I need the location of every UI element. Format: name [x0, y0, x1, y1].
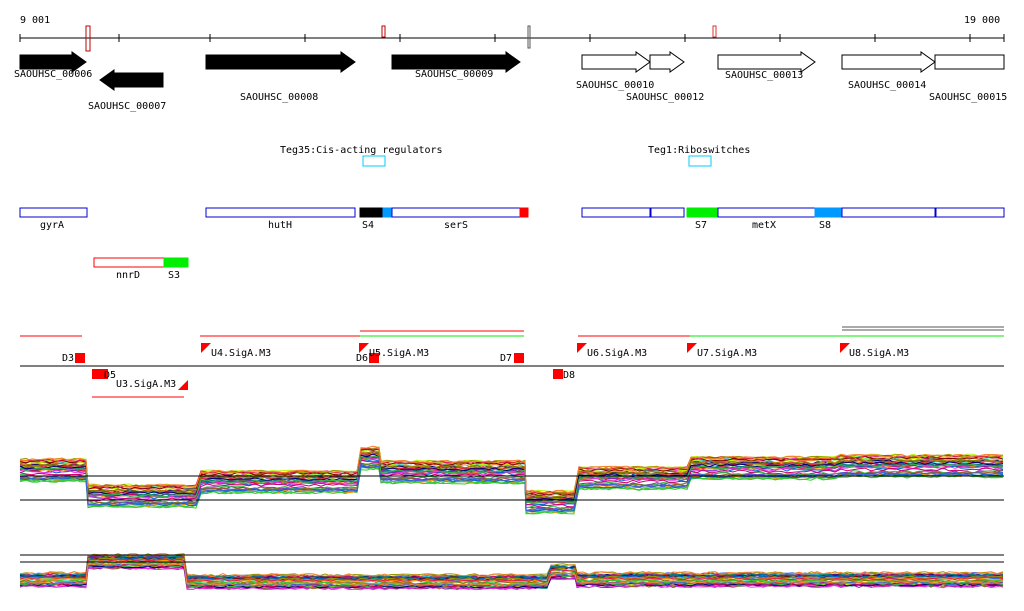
feature-label: S7: [695, 220, 707, 231]
gene-label: SAOUHSC_00013: [725, 70, 803, 81]
promoter-block: [92, 369, 108, 379]
gene-arrow: [934, 54, 1005, 70]
promoter-label: U4.SigA.M3: [211, 348, 271, 359]
promoter-label: U6.SigA.M3: [587, 348, 647, 359]
feature-label: S4: [362, 220, 374, 231]
gene-arrow: [581, 51, 651, 73]
promoter-flag: [178, 380, 188, 390]
feature-box: [391, 207, 521, 218]
promoter-block: [75, 353, 85, 363]
promoter-label: U3.SigA.M3: [116, 379, 176, 390]
expression-line: [19, 445, 1004, 494]
promoter-flag: [687, 343, 697, 353]
promoter-block: [369, 353, 379, 363]
expression-plot-1: [19, 445, 1004, 515]
ruler-marker: [85, 25, 91, 52]
feature-label: serS: [444, 220, 468, 231]
feature-track: gyrA hutH S4 serS S7 metX S8 nnrD S3: [19, 207, 1005, 281]
feature-box: [163, 257, 189, 268]
regulator-box: [362, 155, 386, 167]
feature-box: [19, 207, 88, 218]
promoter-label: D3: [62, 353, 74, 364]
ruler-marker: [527, 25, 531, 49]
feature-label: gyrA: [40, 220, 64, 231]
regulator-track: Teg35:Cis-acting regulators Teg1:Riboswit…: [280, 145, 750, 167]
feature-box: [650, 207, 685, 218]
feature-box: [686, 207, 719, 218]
regulator-label: Teg35:Cis-acting regulators: [280, 145, 443, 156]
promoter-flag: [577, 343, 587, 353]
gene-arrow: [649, 51, 685, 73]
gene-label: SAOUHSC_00009: [415, 69, 493, 80]
promoter-label: D7: [500, 353, 512, 364]
expression-line: [19, 455, 1004, 503]
gene-track: SAOUHSC_00006 SAOUHSC_00007 SAOUHSC_00008 S…: [14, 51, 1007, 112]
gene-label: SAOUHSC_00006: [14, 69, 92, 80]
expression-line: [19, 455, 1003, 504]
promoter-block: [553, 369, 563, 379]
gene-label: SAOUHSC_00008: [240, 92, 318, 103]
gene-arrow: [391, 51, 521, 73]
promoter-label: D8: [563, 370, 575, 381]
gene-arrow: [99, 69, 164, 91]
feature-box: [935, 207, 1005, 218]
ruler-end-label: 19 000: [964, 15, 1000, 26]
ruler-marker: [712, 25, 717, 38]
expression-line: [19, 558, 1004, 583]
expression-line: [19, 560, 1004, 585]
feature-box: [382, 207, 393, 218]
gene-label: SAOUHSC_00015: [929, 92, 1007, 103]
expression-line: [19, 455, 1004, 504]
promoter-label: U7.SigA.M3: [697, 348, 757, 359]
feature-label: hutH: [268, 220, 292, 231]
gene-label: SAOUHSC_00007: [88, 101, 166, 112]
ruler-start-label: 9 001: [20, 15, 50, 26]
feature-box: [93, 257, 165, 268]
feature-label: S3: [168, 270, 180, 281]
promoter-label: U5.SigA.M3: [369, 348, 429, 359]
promoter-label: D5: [104, 370, 116, 381]
expression-plot-2: [19, 553, 1004, 591]
expression-line: [20, 562, 1004, 587]
gene-arrow: [717, 51, 816, 73]
expression-line: [19, 562, 1004, 587]
promoter-label: U8.SigA.M3: [849, 348, 909, 359]
feature-box: [359, 207, 384, 218]
expression-line: [19, 467, 1004, 515]
regulator-box: [688, 155, 712, 167]
gene-label: SAOUHSC_00012: [626, 92, 704, 103]
promoter-label: D6: [356, 353, 368, 364]
feature-box: [841, 207, 936, 218]
gene-label: SAOUHSC_00010: [576, 80, 654, 91]
gene-arrow: [19, 51, 87, 73]
expression-line: [19, 450, 1004, 499]
feature-label: nnrD: [116, 270, 140, 281]
expression-line: [19, 453, 1004, 501]
expression-line: [19, 448, 1004, 496]
expression-line: [19, 557, 1004, 582]
expression-line: [19, 465, 1004, 513]
promoter-flag: [840, 343, 850, 353]
gene-arrow: [205, 51, 356, 73]
promoter-flag: [359, 343, 369, 353]
expression-line: [19, 566, 1004, 591]
gene-arrow: [841, 51, 936, 73]
gene-label: SAOUHSC_00014: [848, 80, 926, 91]
ruler-marker: [381, 25, 386, 38]
ruler-track: 9 001 19 000: [19, 15, 1005, 52]
feature-box: [581, 207, 651, 218]
feature-label: S8: [819, 220, 831, 231]
feature-box: [814, 207, 843, 218]
promoter-flag: [201, 343, 211, 353]
feature-box: [717, 207, 816, 218]
feature-label: metX: [752, 220, 776, 231]
expression-line: [19, 458, 1004, 506]
feature-box: [519, 207, 529, 218]
feature-box: [205, 207, 356, 218]
regulator-label: Teg1:Riboswitches: [648, 145, 750, 156]
promoter-block: [514, 353, 524, 363]
